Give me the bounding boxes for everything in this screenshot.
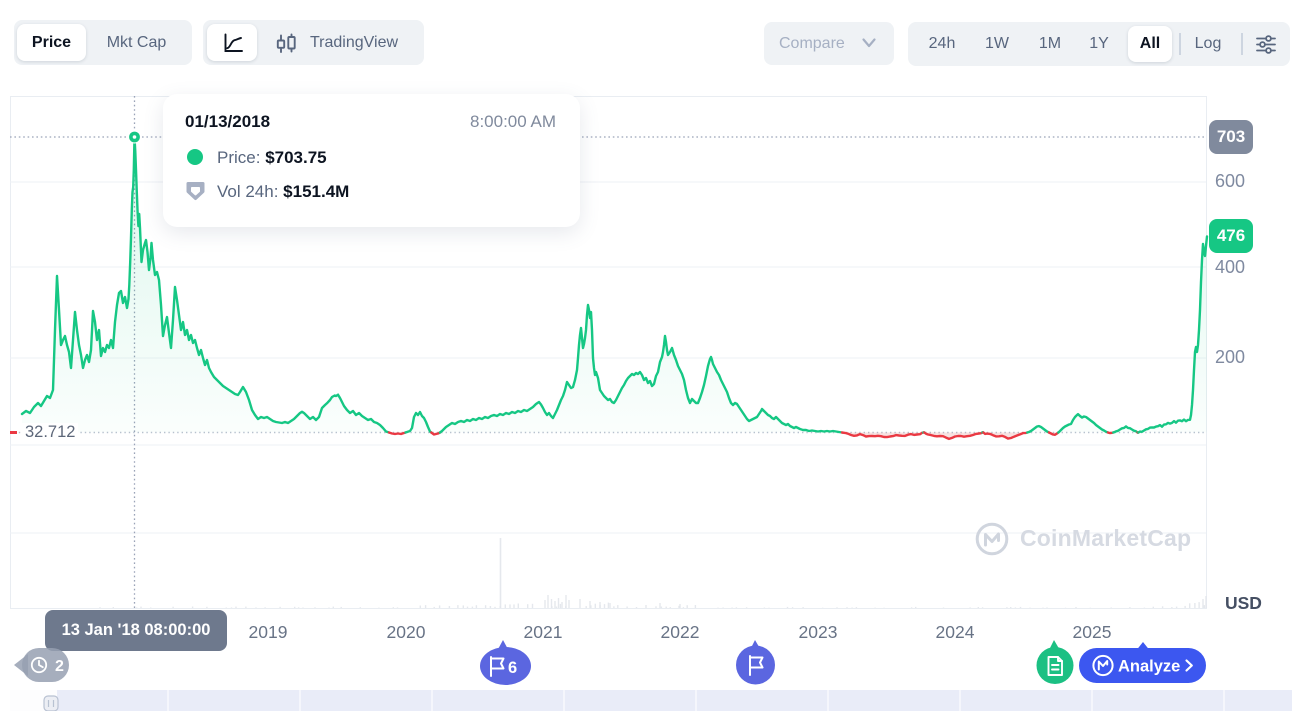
svg-text:Analyze: Analyze: [1118, 657, 1180, 675]
svg-text:6: 6: [508, 659, 517, 677]
svg-text:2: 2: [55, 658, 64, 675]
